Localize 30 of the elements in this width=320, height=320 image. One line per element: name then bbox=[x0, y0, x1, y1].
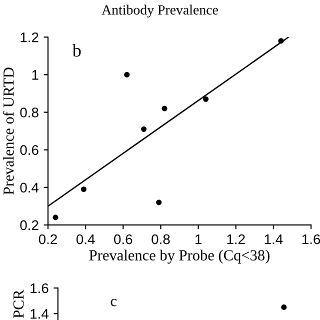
y-tick-label: 0.8 bbox=[20, 108, 38, 118]
annotation: b bbox=[72, 44, 81, 57]
x-tick-label: 1.2 bbox=[227, 234, 245, 244]
y-tick-label: 0.2 bbox=[20, 220, 38, 230]
x-tick-label: 0.6 bbox=[114, 234, 132, 244]
text: Antibody Prevalence bbox=[102, 4, 218, 18]
x-tick-label: 1.4 bbox=[264, 234, 283, 244]
y-tick-label: 0.4 bbox=[20, 182, 39, 193]
y-axis-title: Prevalence of URTD bbox=[2, 68, 14, 195]
point bbox=[156, 200, 162, 206]
y-tick-label: 1.2 bbox=[20, 32, 38, 42]
y-tick-label: 1 bbox=[32, 70, 38, 80]
point bbox=[162, 106, 168, 112]
point bbox=[278, 38, 284, 44]
point bbox=[141, 126, 147, 132]
point bbox=[124, 72, 130, 78]
x-tick-label: 0.4 bbox=[76, 234, 95, 244]
annotation: c bbox=[110, 298, 117, 306]
y-tick-label: 1.6 bbox=[30, 283, 48, 294]
y-tick-label: 0.6 bbox=[20, 145, 38, 155]
point bbox=[203, 96, 209, 102]
x-axis-title: Prevalence by Probe (Cq<38) bbox=[89, 250, 270, 264]
y-tick-label: 1.4 bbox=[30, 309, 48, 319]
point bbox=[80, 186, 86, 192]
x-tick-label: 1.6 bbox=[302, 234, 320, 244]
y-axis-title: PCR bbox=[13, 290, 24, 318]
x-tick-label: 0.8 bbox=[152, 234, 170, 244]
x-tick-label: 1 bbox=[196, 234, 202, 244]
x-tick-label: 0.2 bbox=[38, 234, 57, 244]
point bbox=[52, 214, 58, 220]
